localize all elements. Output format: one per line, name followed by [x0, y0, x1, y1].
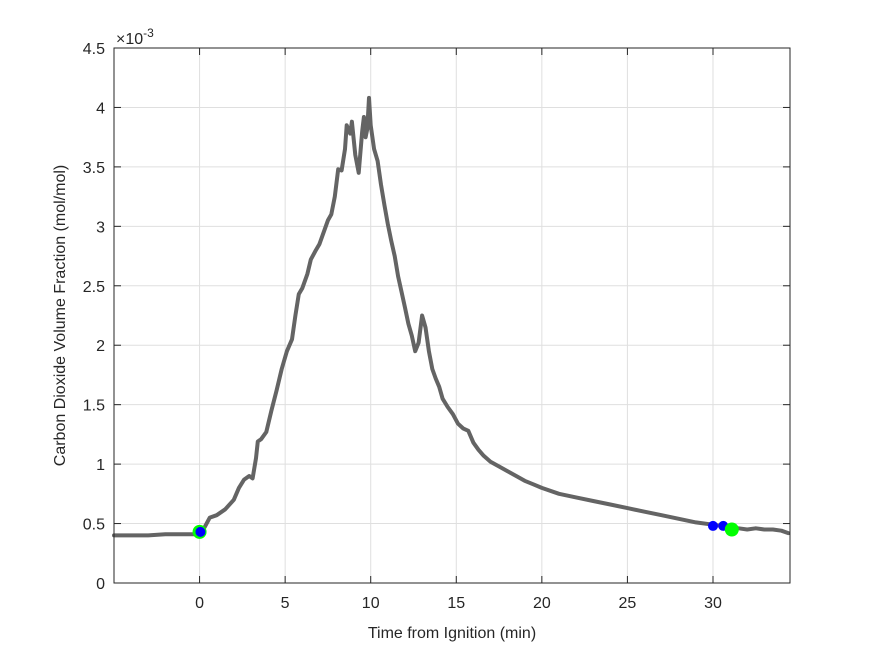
- x-tick-label: 25: [619, 595, 637, 612]
- y-tick-label: 2: [96, 338, 105, 355]
- y-tick-label: 3.5: [83, 160, 105, 177]
- start-marker-blue: [195, 526, 206, 537]
- axis-ticks: [114, 47, 790, 584]
- data-series: [112, 95, 791, 538]
- event-markers: [192, 520, 739, 539]
- y-tick-label: 2.5: [83, 279, 105, 296]
- y-tick-label: 3: [96, 219, 105, 236]
- x-tick-label: 5: [281, 595, 290, 612]
- end-marker-blue-1: [707, 520, 718, 531]
- x-tick-label: 30: [704, 595, 722, 612]
- x-tick-label: 10: [362, 595, 380, 612]
- y-tick-label: 4.5: [83, 41, 105, 58]
- y-tick-label: 1: [96, 457, 105, 474]
- y-exponent-power: -3: [143, 26, 154, 40]
- x-tick-label: 15: [447, 595, 465, 612]
- x-tick-label: 20: [533, 595, 551, 612]
- y-tick-labels: 0 0.5 1 1.5 2 2.5 3 3.5 4 4.5: [83, 41, 105, 593]
- end-marker-green: [724, 522, 739, 537]
- x-axis-label: Time from Ignition (min): [368, 625, 536, 642]
- y-tick-label: 4: [96, 100, 105, 117]
- axes-box: [113, 47, 791, 584]
- plot-area: [114, 48, 790, 583]
- x-tick-label: 0: [195, 595, 204, 612]
- y-tick-label: 1.5: [83, 398, 105, 415]
- y-axis-label: Carbon Dioxide Volume Fraction (mol/mol): [52, 165, 69, 466]
- y-tick-label: 0: [96, 576, 105, 593]
- x-tick-labels: 0 5 10 15 20 25 30: [195, 595, 722, 612]
- y-tick-label: 0.5: [83, 517, 105, 534]
- y-exponent-multiplier: ×10-3: [116, 26, 154, 48]
- co2-series-line: [112, 95, 791, 538]
